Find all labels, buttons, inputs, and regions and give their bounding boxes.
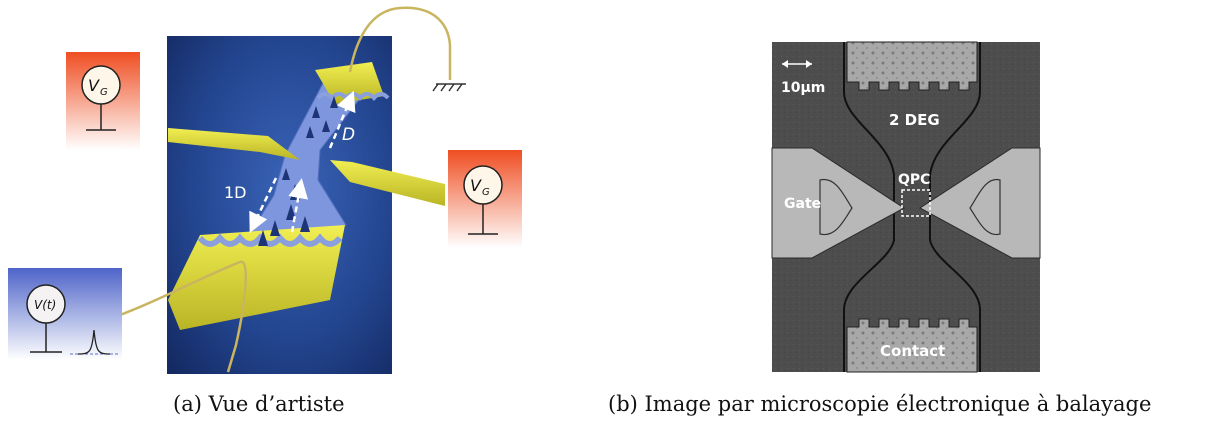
vg-right-label: V bbox=[470, 176, 482, 195]
bottom-ohmic-contact bbox=[846, 318, 978, 373]
label-gate: Gate bbox=[784, 196, 821, 212]
vg-source-right: V G bbox=[448, 150, 522, 248]
arrow-up bbox=[288, 178, 309, 233]
label-contact: Contact bbox=[880, 342, 945, 360]
qpc-box bbox=[901, 189, 931, 217]
panel-artist-view: 1D D V G V G bbox=[0, 0, 560, 428]
arrow-1d-down bbox=[249, 177, 278, 234]
scale-label: 10µm bbox=[781, 80, 825, 96]
ground-wire bbox=[348, 6, 452, 80]
vt-label: V( bbox=[34, 298, 48, 312]
vg-right-sub: G bbox=[482, 187, 490, 198]
label-qpc: QPC bbox=[898, 172, 930, 188]
scale-bar bbox=[782, 60, 812, 68]
gate-right bbox=[919, 147, 1041, 259]
vt-source: V(t) bbox=[8, 268, 122, 360]
label-2deg: 2 DEG bbox=[889, 111, 940, 129]
panel-sem-image: 10µm 2 DEG QPC Gate Contact (b) Image pa… bbox=[600, 0, 1206, 428]
top-ohmic-contact bbox=[846, 41, 978, 91]
bottom-contact bbox=[168, 225, 345, 330]
vg-source-left: V G bbox=[66, 52, 140, 150]
caption-a: (a) Vue d’artiste bbox=[173, 392, 345, 416]
label-1d: 1D bbox=[224, 183, 247, 202]
pulse-icon bbox=[77, 329, 111, 355]
gate-finger-right bbox=[330, 160, 445, 206]
svg-text:V(t): V(t) bbox=[34, 298, 56, 312]
sem-micrograph: 10µm 2 DEG QPC Gate Contact bbox=[771, 41, 1041, 373]
gate-left bbox=[771, 147, 905, 259]
vg-left-label: V bbox=[88, 76, 100, 95]
label-d: D bbox=[342, 125, 355, 145]
caption-b: (b) Image par microscopie électronique à… bbox=[608, 392, 1152, 416]
arrow-d-up bbox=[328, 90, 356, 149]
pulse-wire bbox=[119, 260, 248, 373]
artist-illustration: 1D D V G V G bbox=[8, 6, 522, 374]
ground-icon bbox=[432, 83, 466, 92]
vt-close: ) bbox=[51, 298, 57, 312]
vg-left-sub: G bbox=[100, 87, 108, 98]
gate-finger-left bbox=[168, 128, 300, 160]
vt-t-label: t bbox=[47, 298, 53, 312]
